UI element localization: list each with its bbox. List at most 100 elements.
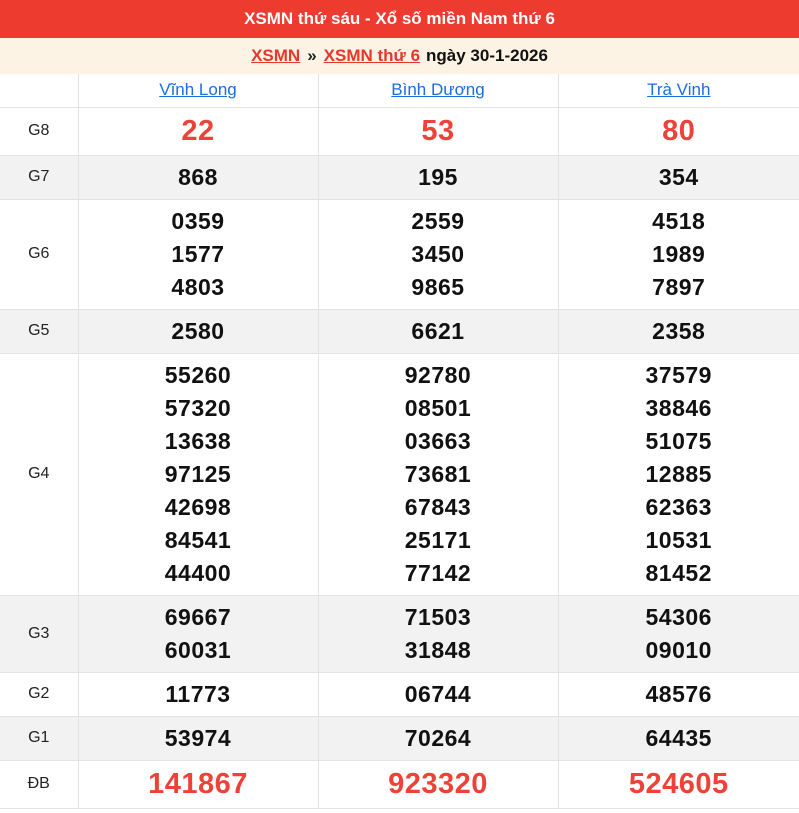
- table-row: ĐB 141867 923320 524605: [0, 759, 799, 809]
- prize-number: 2580: [171, 317, 225, 344]
- results-table-body: G8 22 53 80 G7 868 195 354 G6 0359 1577 4803 2559 345…: [0, 106, 799, 809]
- prize-number: 80: [662, 114, 696, 147]
- prize-number: 9865: [411, 273, 465, 300]
- prize-number: 81452: [645, 559, 712, 586]
- prize-numbers-cell: 868: [77, 154, 319, 200]
- prize-numbers-cell: 71503 31848: [317, 594, 559, 673]
- prize-number: 4803: [171, 273, 225, 300]
- prize-numbers-cell: 0359 1577 4803: [77, 198, 319, 310]
- prize-numbers-cell: 70264: [317, 715, 559, 761]
- prize-numbers-cell: 37579 38846 51075 12885 62363 10531 81452: [557, 352, 799, 596]
- prize-number: 31848: [404, 636, 472, 663]
- prize-number: 53: [421, 114, 455, 147]
- page-header-bar: XSMN thứ sáu - Xổ số miền Nam thứ 6: [0, 0, 799, 38]
- prize-number: 55260: [164, 361, 232, 388]
- prize-label: G5: [0, 308, 79, 354]
- prize-number: 69667: [164, 603, 232, 630]
- table-row: G8 22 53 80: [0, 106, 799, 156]
- province-header-cell: Bình Dương: [317, 74, 559, 108]
- prize-number: 77142: [404, 559, 472, 586]
- prize-number: 1989: [652, 240, 706, 267]
- prize-numbers-cell: 923320: [317, 759, 559, 809]
- prize-number: 22: [181, 114, 215, 147]
- prize-number: 92780: [404, 361, 472, 388]
- prize-number: 7897: [652, 273, 706, 300]
- prize-number: 73681: [404, 460, 472, 487]
- prize-number: 71503: [404, 603, 472, 630]
- table-row: G3 69667 60031 71503 31848 54306 09010: [0, 594, 799, 673]
- province-link[interactable]: Vĩnh Long: [159, 80, 237, 100]
- prize-numbers-cell: 141867: [77, 759, 319, 809]
- prize-label: G3: [0, 594, 79, 673]
- prize-number: 25171: [404, 526, 472, 553]
- prize-number: 62363: [645, 493, 712, 520]
- prize-numbers-cell: 354: [557, 154, 799, 200]
- prize-numbers-cell: 524605: [557, 759, 799, 809]
- province-link[interactable]: Bình Dương: [391, 80, 485, 100]
- prize-number: 524605: [628, 767, 729, 800]
- prize-numbers-cell: 11773: [77, 671, 319, 717]
- prize-number: 38846: [645, 394, 712, 421]
- prize-label: G4: [0, 352, 79, 596]
- prize-number: 13638: [164, 427, 232, 454]
- prize-number: 70264: [404, 724, 472, 751]
- prize-column-header: [0, 74, 79, 108]
- prize-number: 141867: [148, 767, 248, 800]
- prize-numbers-cell: 06744: [317, 671, 559, 717]
- prize-number: 67843: [404, 493, 472, 520]
- prize-number: 54306: [645, 603, 712, 630]
- prize-numbers-cell: 2580: [77, 308, 319, 354]
- prize-number: 42698: [164, 493, 232, 520]
- prize-numbers-cell: 92780 08501 03663 73681 67843 25171 77142: [317, 352, 559, 596]
- breadcrumb: XSMN » XSMN thứ 6 ngày 30-1-2026: [0, 38, 799, 74]
- prize-number: 84541: [164, 526, 232, 553]
- prize-number: 6621: [411, 317, 465, 344]
- prize-number: 923320: [388, 767, 488, 800]
- table-row: G2 11773 06744 48576: [0, 671, 799, 717]
- prize-number: 37579: [645, 361, 712, 388]
- prize-number: 97125: [164, 460, 232, 487]
- prize-numbers-cell: 4518 1989 7897: [557, 198, 799, 310]
- province-header-cell: Vĩnh Long: [77, 74, 319, 108]
- prize-number: 3450: [411, 240, 465, 267]
- prize-number: 11773: [165, 680, 231, 707]
- breadcrumb-link-xsmn[interactable]: XSMN: [251, 46, 301, 65]
- prize-number: 08501: [404, 394, 472, 421]
- prize-number: 53974: [164, 724, 232, 751]
- prize-number: 44400: [164, 559, 232, 586]
- prize-numbers-cell: 195: [317, 154, 559, 200]
- breadcrumb-date: ngày 30-1-2026: [426, 46, 548, 65]
- prize-numbers-cell: 48576: [557, 671, 799, 717]
- breadcrumb-separator: »: [307, 46, 317, 65]
- prize-label: G7: [0, 154, 79, 200]
- province-header-cell: Trà Vinh: [557, 74, 799, 108]
- province-header-row: Vĩnh Long Bình Dương Trà Vinh: [0, 74, 799, 108]
- prize-number: 51075: [645, 427, 712, 454]
- prize-number: 0359: [171, 207, 225, 234]
- prize-label: G2: [0, 671, 79, 717]
- table-row: G7 868 195 354: [0, 154, 799, 200]
- prize-number: 09010: [645, 636, 712, 663]
- prize-label: G6: [0, 198, 79, 310]
- prize-label: ĐB: [0, 759, 79, 809]
- prize-number: 57320: [164, 394, 232, 421]
- breadcrumb-link-xsmn-thu-6[interactable]: XSMN thứ 6: [323, 46, 421, 65]
- prize-number: 06744: [404, 680, 472, 707]
- prize-numbers-cell: 55260 57320 13638 97125 42698 84541 44400: [77, 352, 319, 596]
- prize-numbers-cell: 54306 09010: [557, 594, 799, 673]
- prize-number: 354: [658, 163, 699, 190]
- prize-numbers-cell: 6621: [317, 308, 559, 354]
- prize-numbers-cell: 2559 3450 9865: [317, 198, 559, 310]
- prize-number: 10531: [645, 526, 712, 553]
- lottery-results-table: Vĩnh Long Bình Dương Trà Vinh G8 22 53 80 G7 86…: [0, 74, 799, 809]
- province-link[interactable]: Trà Vinh: [647, 80, 711, 100]
- prize-numbers-cell: 2358: [557, 308, 799, 354]
- prize-number: 48576: [645, 680, 712, 707]
- prize-label: G1: [0, 715, 79, 761]
- prize-numbers-cell: 64435: [557, 715, 799, 761]
- prize-number: 195: [418, 163, 458, 190]
- table-row: G6 0359 1577 4803 2559 3450 9865 4518 1989 7897: [0, 198, 799, 310]
- prize-numbers-cell: 53974: [77, 715, 319, 761]
- prize-number: 12885: [645, 460, 712, 487]
- prize-numbers-cell: 53: [317, 106, 559, 156]
